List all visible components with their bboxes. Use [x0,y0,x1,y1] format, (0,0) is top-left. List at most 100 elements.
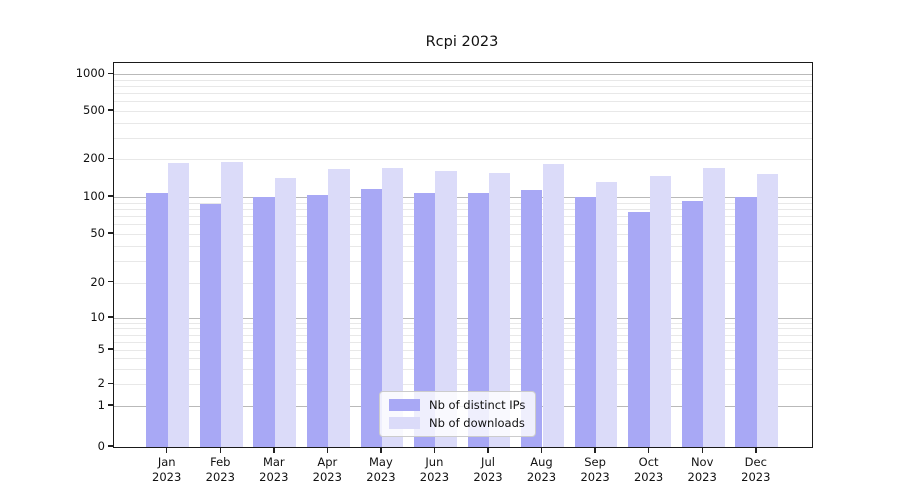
bar-feb-downloads [221,162,243,447]
legend-label-downloads: Nb of downloads [429,416,525,430]
y-tick-label-1: 1 [97,398,105,412]
bar-sep-downloads [596,181,618,447]
x-tick-month: Jun [425,455,444,469]
y-tick-mark-10 [108,316,113,318]
bar-apr-downloads [328,169,350,447]
x-tick-label-may: May 2023 [353,455,409,485]
y-tick-mark-5 [108,348,113,350]
x-tick-month: Apr [317,455,338,469]
x-tick-year: 2023 [526,470,557,484]
bar-feb-distinct-ips [199,204,222,447]
y-tick-mark-200 [108,157,113,160]
gridline-80 [114,208,812,210]
gridline-600 [114,101,812,103]
y-tick-mark-20 [108,280,113,283]
x-tick-mark-may [380,447,382,453]
y-tick-mark-2 [108,382,113,385]
y-tick-label-2: 2 [97,376,105,391]
bar-jun-downloads [435,170,457,447]
gridline-6 [114,341,812,343]
legend-swatch-distinct-ips [389,399,420,411]
gridline-10 [114,318,812,319]
y-tick-mark-500 [108,109,113,111]
x-tick-mark-aug [540,447,543,453]
x-tick-year: 2023 [205,470,235,484]
bar-jun-distinct-ips [414,192,436,447]
bar-sep-distinct-ips [574,196,597,447]
x-tick-label-dec: Dec 2023 [728,455,784,485]
x-tick-year: 2023 [152,470,182,484]
y-tick-label-100: 100 [83,189,105,203]
y-tick-label-200: 200 [83,151,105,166]
bar-oct-distinct-ips [628,211,650,447]
chart-title: Rcpi 2023 [425,34,499,50]
x-tick-year: 2023 [580,470,610,484]
x-tick-label-jul: Jul 2023 [460,455,516,485]
bar-jan-downloads [167,162,190,447]
x-tick-label-apr: Apr 2023 [299,455,355,485]
bar-dec-downloads [756,173,779,447]
gridline-60 [114,224,812,226]
y-tick-mark-0 [108,445,113,447]
x-tick-month: Mar [262,455,285,469]
bar-nov-downloads [703,168,725,447]
x-tick-year: 2023 [473,470,503,484]
x-tick-year: 2023 [366,470,396,484]
x-tick-label-feb: Feb 2023 [192,455,248,485]
x-tick-month: May [369,455,393,469]
legend-label-distinct-ips: Nb of distinct IPs [429,398,526,412]
x-tick-mark-jan [165,447,168,453]
bar-jul-distinct-ips [467,192,489,447]
bar-oct-downloads [649,175,671,447]
x-tick-label-mar: Mar 2023 [246,455,302,485]
legend: Nb of distinct IPs Nb of downloads [379,391,537,437]
gridline-300 [114,137,812,139]
gridline-400 [114,122,812,124]
gridline-50 [114,233,812,235]
x-tick-mark-jul [487,447,489,453]
x-tick-mark-nov [701,447,703,453]
bar-mar-downloads [274,178,297,447]
bar-jul-downloads [489,173,511,447]
bar-jan-distinct-ips [146,193,168,447]
gridline-700 [114,93,812,95]
x-tick-month: Jul [481,455,495,469]
bar-nov-distinct-ips [681,200,704,447]
gridline-3 [114,369,812,371]
y-tick-label-20: 20 [90,274,105,289]
x-tick-year: 2023 [312,470,342,484]
x-tick-mark-mar [273,447,275,453]
x-tick-mark-oct [647,447,650,453]
gridline-2 [114,384,812,386]
x-tick-mark-feb [219,447,221,453]
gridline-900 [114,79,812,81]
gridline-70 [114,216,812,217]
y-tick-mark-50 [108,232,113,234]
gridline-7 [114,334,812,336]
gridline-800 [114,86,812,88]
y-tick-mark-100 [108,195,113,197]
legend-row-downloads: Nb of downloads [389,416,525,430]
gridline-9 [114,322,812,324]
legend-row-distinct-ips: Nb of distinct IPs [389,398,525,412]
x-tick-month: Jan [157,455,176,469]
x-tick-month: Dec [744,455,767,469]
gridline-5 [114,350,812,351]
bar-aug-downloads [542,164,564,447]
gridline-4 [114,358,812,360]
x-tick-year: 2023 [259,470,289,484]
x-tick-month: Nov [690,455,714,469]
x-tick-year: 2023 [741,470,771,484]
y-tick-label-10: 10 [90,310,105,324]
bar-aug-distinct-ips [521,189,543,447]
x-tick-mark-apr [326,447,329,453]
x-tick-year: 2023 [687,470,717,484]
x-tick-label-oct: Oct 2023 [621,455,677,485]
x-tick-label-nov: Nov 2023 [674,455,730,485]
x-tick-year: 2023 [419,470,450,484]
legend-swatch-downloads [389,417,420,429]
bar-dec-distinct-ips [735,197,757,447]
x-tick-month: Aug [530,455,553,469]
gridline-8 [114,328,812,330]
x-tick-year: 2023 [633,470,664,484]
